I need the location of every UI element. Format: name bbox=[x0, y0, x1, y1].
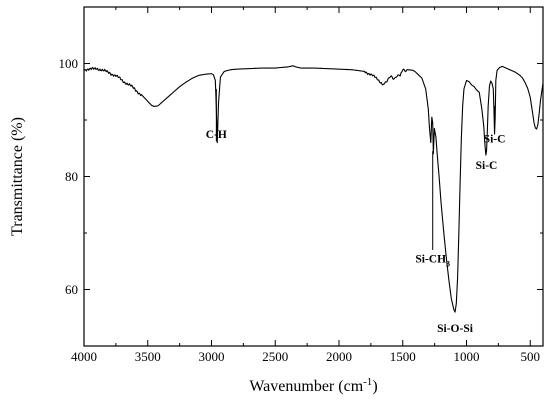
spectrum-line bbox=[83, 65, 544, 313]
y-axis-title: Transmittance (%) bbox=[9, 117, 26, 236]
peak-annotations: C-H Si-CH3 Si-O-Si Si-C Si-C bbox=[206, 88, 506, 335]
x-tick-label: 500 bbox=[521, 349, 541, 364]
peak-label-text: Si-O-Si bbox=[437, 323, 474, 335]
peak-label: Si-C bbox=[484, 134, 506, 146]
x-tick-label: 3000 bbox=[199, 349, 225, 364]
peak-label-text: Si-C bbox=[476, 160, 498, 172]
x-tick-label: 1500 bbox=[390, 349, 416, 364]
x-tick-label: 3500 bbox=[135, 349, 161, 364]
chart-axes: 4000 3500 3000 2500 2000 1500 1000 500 60 80 100 bbox=[59, 6, 544, 364]
x-axis-title: Wavenumber (cm-1) bbox=[249, 376, 377, 395]
y-tick-label: 100 bbox=[59, 56, 79, 71]
x-tick-label: 4000 bbox=[71, 349, 97, 364]
x-axis-title-superscript: -1 bbox=[363, 376, 372, 388]
peak-label-subscript: 3 bbox=[446, 259, 450, 268]
peak-label: Si-O-Si bbox=[437, 323, 474, 335]
peak-label: Si-C bbox=[476, 160, 498, 172]
y-tick-label: 60 bbox=[65, 282, 78, 297]
peak-label-text: Si-CH bbox=[415, 253, 446, 265]
x-tick-label: 2000 bbox=[326, 349, 352, 364]
peak-label: C-H bbox=[206, 129, 227, 141]
x-tick-label: 2500 bbox=[262, 349, 288, 364]
x-axis-title-end: ) bbox=[372, 378, 377, 395]
y-tick-label: 80 bbox=[65, 169, 78, 184]
peak-label-text: Si-C bbox=[484, 134, 506, 146]
x-axis-title-main: Wavenumber (cm bbox=[249, 378, 363, 395]
plot-area bbox=[83, 65, 544, 313]
plot-frame bbox=[83, 6, 544, 347]
x-tick-label: 1000 bbox=[454, 349, 480, 364]
peak-label: Si-CH3 bbox=[415, 253, 450, 268]
peak-label-text: C-H bbox=[206, 129, 227, 141]
